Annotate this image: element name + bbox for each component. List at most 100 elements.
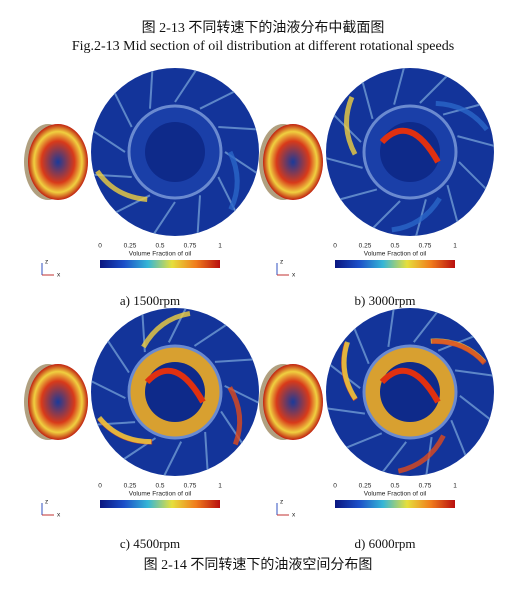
vane (387, 309, 395, 348)
axis-label: x (292, 272, 296, 279)
colorbar-tick-label: 0.5 (155, 483, 164, 490)
vane (214, 358, 253, 363)
cylinder (263, 124, 323, 200)
figure-panel: Volume Fraction of oil 0 0.25 0.5 0.75 1 z x (24, 68, 259, 279)
vane (327, 407, 366, 415)
vane (107, 340, 130, 374)
oil-streak (341, 341, 358, 401)
colorbar-tick-label: 0.5 (390, 483, 399, 490)
swirl (379, 367, 441, 404)
vane (346, 432, 383, 449)
panel-label: c) 4500rpm (120, 536, 180, 551)
axis-label: z (280, 499, 283, 506)
figure-caption-cn: 图 2-14 不同转速下的油液空间分布图 (144, 557, 373, 573)
figure-panel: Volume Fraction of oil 0 0.25 0.5 0.75 1 z x (259, 67, 495, 279)
vane (114, 92, 133, 128)
rotor-core (380, 122, 440, 182)
colorbar-tick-label: 1 (218, 483, 222, 490)
vane (454, 369, 493, 377)
vane (446, 184, 459, 222)
colorbar (335, 260, 455, 268)
vane (458, 161, 487, 190)
vane (393, 67, 405, 105)
axis-label: z (280, 259, 283, 266)
vane (196, 195, 201, 233)
colorbar-title: Volume Fraction of oil (364, 491, 427, 498)
vane (459, 395, 491, 420)
oil-streak (227, 150, 240, 211)
vane (413, 311, 438, 343)
colorbar-tick-label: 1 (218, 243, 222, 250)
colorbar-tick-label: 0.75 (184, 483, 197, 490)
vane (340, 188, 378, 201)
colorbar-tick-label: 0.75 (419, 483, 432, 490)
colorbar (100, 260, 220, 268)
vane (93, 130, 126, 153)
oil-streak (141, 310, 191, 349)
vane (419, 75, 448, 104)
axis-label: x (292, 512, 296, 519)
colorbar-title: Volume Fraction of oil (364, 251, 427, 258)
oil-streak (344, 96, 358, 156)
oil-streak (227, 386, 243, 446)
oil-streak (435, 100, 489, 132)
colorbar-tick-label: 0 (98, 483, 102, 490)
rotor-core (380, 362, 440, 422)
oil-streak (97, 415, 152, 445)
vane (174, 70, 197, 103)
figure-panel: Volume Fraction of oil 0 0.25 0.5 0.75 1 z x (24, 308, 259, 519)
vane (361, 82, 374, 120)
cylinder (263, 364, 323, 440)
vane (457, 135, 495, 147)
panel-label: a) 1500rpm (120, 293, 180, 308)
vane (199, 91, 235, 110)
colorbar-tick-label: 0 (333, 243, 337, 250)
panel-label: d) 6000rpm (354, 536, 415, 551)
colorbar-tick-label: 0.25 (124, 243, 137, 250)
vane (450, 419, 467, 456)
vane (163, 441, 183, 476)
vane (325, 157, 363, 169)
vane (153, 201, 176, 234)
vane (193, 324, 227, 347)
colorbar-tick-label: 0.5 (155, 243, 164, 250)
colorbar-tick-label: 0.75 (419, 243, 432, 250)
rotor-core (145, 122, 205, 182)
vane (372, 200, 401, 229)
colorbar (335, 500, 455, 508)
colorbar-tick-label: 0.25 (359, 483, 372, 490)
axis-label: x (57, 272, 61, 279)
colorbar-tick-label: 0.5 (390, 243, 399, 250)
vane (353, 328, 370, 365)
swirl (144, 367, 206, 404)
cylinder (28, 124, 88, 200)
oil-streak (397, 434, 446, 474)
vane (149, 71, 154, 109)
vane (218, 126, 256, 131)
swirl (379, 127, 441, 164)
axis-label: x (57, 512, 61, 519)
cylinder (28, 364, 88, 440)
rotor-core (145, 362, 205, 422)
axis-label: z (45, 259, 48, 266)
panel-label: b) 3000rpm (354, 293, 415, 308)
figure-panel: Volume Fraction of oil 0 0.25 0.5 0.75 1 z x (259, 308, 494, 519)
colorbar-tick-label: 1 (453, 243, 457, 250)
axis-label: z (45, 499, 48, 506)
colorbar-tick-label: 0.25 (124, 483, 137, 490)
colorbar-tick-label: 0.75 (184, 243, 197, 250)
colorbar-tick-label: 0 (98, 243, 102, 250)
vane (382, 441, 407, 473)
oil-streak (95, 169, 148, 202)
oil-streak (431, 338, 487, 366)
figure-caption-cn: 图 2-13 不同转速下的油液分布中截面图 (142, 20, 385, 36)
vane (91, 380, 126, 400)
colorbar-tick-label: 0.25 (359, 243, 372, 250)
oil-streak (391, 196, 442, 233)
colorbar (100, 500, 220, 508)
colorbar-title: Volume Fraction of oil (129, 491, 192, 498)
colorbar-title: Volume Fraction of oil (129, 251, 192, 258)
colorbar-tick-label: 1 (453, 483, 457, 490)
colorbar-tick-label: 0 (333, 483, 337, 490)
